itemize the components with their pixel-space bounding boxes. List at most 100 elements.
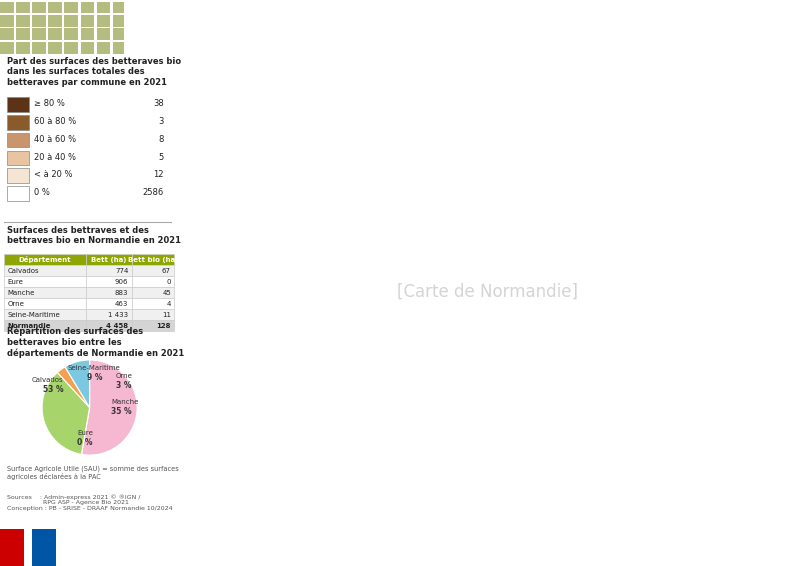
Bar [32,15,46,27]
Text: Eure: Eure [7,279,23,285]
Bar [65,15,78,27]
Text: Surfaces des bettraves et des
bettraves bio en Normandie en 2021: Surfaces des bettraves et des bettraves … [7,226,182,245]
Text: 774: 774 [115,268,128,274]
Bar [81,15,94,27]
Text: 40 à 60 %: 40 à 60 % [34,135,76,144]
FancyBboxPatch shape [7,168,29,183]
Text: ET DE L'ALIMENTATION: ET DE L'ALIMENTATION [72,557,153,562]
Bar [86,288,132,298]
Wedge shape [82,408,90,454]
Text: 38: 38 [153,99,163,108]
Bar [132,320,174,332]
Bar [32,42,46,54]
Text: < à 20 %: < à 20 % [34,170,73,179]
Bar [4,288,86,298]
Bar [16,15,30,27]
Bar [32,2,46,14]
Text: 463: 463 [115,301,128,307]
Bar [4,265,86,276]
Text: Manche: Manche [111,399,138,405]
Bar [48,28,62,40]
Text: Bett (ha): Bett (ha) [91,257,126,263]
Text: Part des surfaces des betteraves bio
dans les surfaces totales des
betteraves pa: Part des surfaces des betteraves bio dan… [7,57,182,87]
Bar [132,288,174,298]
Bar [4,310,86,320]
Bar [132,265,174,276]
Text: 20 à 40 %: 20 à 40 % [34,152,76,161]
Text: ≥ 80 %: ≥ 80 % [34,99,65,108]
Wedge shape [58,367,90,408]
Text: 4: 4 [166,301,171,307]
Text: Calvados: Calvados [32,378,63,383]
Text: Seine-Maritime: Seine-Maritime [68,365,121,371]
Bar [48,15,62,27]
Text: 12: 12 [153,170,163,179]
Text: 45: 45 [162,290,171,296]
Bar [97,42,110,54]
Text: 53 %: 53 % [43,385,63,395]
Text: 0: 0 [166,279,171,285]
Bar [86,298,132,310]
Text: 4 458: 4 458 [106,323,128,329]
Text: Orne: Orne [7,301,24,307]
Bar [97,2,110,14]
Bar [16,28,30,40]
Text: Sources    : Admin-express 2021 © ®IGN /
                  RPG ASP - Agence Bio : Sources : Admin-express 2021 © ®IGN / RP… [7,494,173,511]
Bar [16,42,30,54]
Bar [4,255,86,265]
Wedge shape [82,360,137,455]
Text: Seine-Maritime: Seine-Maritime [7,312,60,318]
Text: 3 %: 3 % [116,381,131,389]
FancyBboxPatch shape [7,97,29,112]
Text: Département: Département [18,256,71,263]
Bar [81,2,94,14]
Bar [4,276,86,288]
Text: Manche: Manche [7,290,34,296]
Bar [132,255,174,265]
Wedge shape [42,372,90,454]
Bar [86,276,132,288]
Bar [86,310,132,320]
Text: Bett bio (ha): Bett bio (ha) [128,257,178,263]
Bar [0,529,24,566]
Text: Eure: Eure [77,430,93,436]
Bar [86,265,132,276]
Bar [86,255,132,265]
Text: Orne: Orne [116,372,133,379]
Text: 5: 5 [158,152,163,161]
Text: Part des surfaces des betteraves fourragères bio: Part des surfaces des betteraves fourrag… [192,3,599,19]
Text: 0 %: 0 % [77,438,93,447]
Text: MINISTÈRE: MINISTÈRE [72,538,110,543]
Bar [97,28,110,40]
Wedge shape [65,360,90,408]
Text: http://draaf.normandie.agriculture.gouv.fr/: http://draaf.normandie.agriculture.gouv.… [184,551,363,560]
Bar [16,2,30,14]
Bar [113,42,126,54]
Text: 11: 11 [162,312,171,318]
Text: Répartition des surfaces des
betteraves bio entre les
départements de Normandie : Répartition des surfaces des betteraves … [7,327,185,358]
Text: 906: 906 [115,279,128,285]
Text: Calvados: Calvados [7,268,39,274]
Text: DE L'AGRICULTURE: DE L'AGRICULTURE [72,548,138,552]
Bar [32,529,56,566]
Bar [48,42,62,54]
Bar [0,42,14,54]
Bar [65,28,78,40]
Text: Surface Agricole Utile (SAU) = somme des surfaces
agricoles déclarées à la PAC: Surface Agricole Utile (SAU) = somme des… [7,466,179,481]
Bar [4,320,86,332]
Text: Production
végétale: Production végétale [124,15,188,37]
Text: par commune en Normandie en 2021: par commune en Normandie en 2021 [192,29,498,45]
Bar [132,310,174,320]
Text: 35 %: 35 % [111,407,132,416]
Bar [113,15,126,27]
Bar [24,529,32,566]
Bar [0,28,14,40]
FancyBboxPatch shape [7,151,29,165]
Text: Direction Régionale de l'Alimentation, de l'Agriculture et de la Forêt (DRAAF) N: Direction Régionale de l'Alimentation, d… [184,536,637,546]
Text: 2586: 2586 [142,188,163,197]
Bar [48,2,62,14]
Text: 9 %: 9 % [86,372,102,381]
Bar [81,42,94,54]
Bar [132,276,174,288]
Bar [113,28,126,40]
